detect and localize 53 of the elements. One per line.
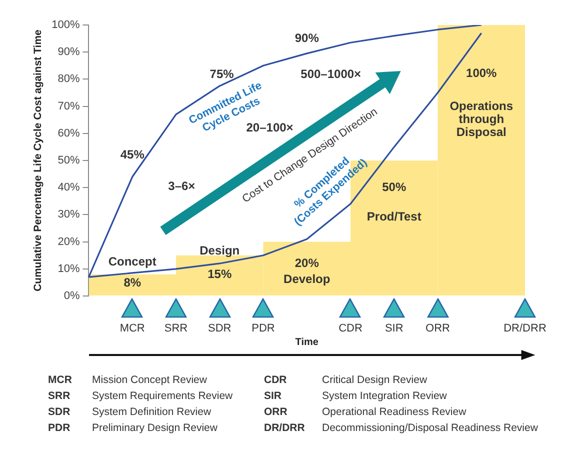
data-label: 15% [208,266,232,281]
data-label: 50% [382,180,406,194]
annotation: Prod/Test [366,210,422,224]
text: Preliminary Design Review [92,422,218,434]
x-tick-label: SDR [208,322,232,335]
data-label: 20% [294,256,320,270]
text: DR/DRR [264,422,306,434]
y-tick-label: 40% [58,182,80,194]
data-label: 100% [466,66,498,80]
y-tick-label: 0% [64,290,80,302]
x-tick-label: PDR [252,322,275,335]
text: Decommissioning/Disposal Readiness Review [322,422,538,434]
y-axis-title: Cumulative Percentage Life Cycle Cost against Time [32,29,44,292]
text: System Definition Review [92,406,212,418]
y-tick-label: 100% [52,19,80,32]
text: MCR [48,374,73,386]
x-tick-label: ORR [426,322,450,335]
y-tick-label: 70% [58,100,80,112]
annotation: 45% [120,147,145,162]
annotation: 500–1000× [300,67,362,82]
annotation: Operations through Disposal [450,99,514,140]
y-tick-label: 20% [58,236,80,248]
x-tick-label: SIR [384,322,404,335]
annotation: 90% [294,30,320,45]
y-tick-label: 50% [58,154,80,167]
annotation: 75% [210,67,234,82]
annotation: Develop [284,272,330,286]
x-tick-label: SRR [164,322,188,335]
text: Mission Concept Review [92,374,208,386]
y-tick-label: 60% [58,127,80,140]
y-tick-label: 30% [58,208,80,221]
x-tick-label: CDR [338,322,362,335]
text: System Requirements Review [92,390,234,402]
text: PDR [48,422,72,434]
y-tick-label: 90% [58,46,80,58]
annotation: Concept [108,254,156,268]
y-tick-label: 80% [58,73,80,86]
text: System Integration Review [322,390,448,402]
text: Critical Design Review [322,374,428,386]
data-label: 8% [124,275,142,290]
annotation: 20–100× [246,120,294,134]
annotation: 3–6× [168,178,196,193]
text: SRR [48,390,72,402]
text: SDR [48,406,72,418]
text: SIR [264,390,283,402]
text: CDR [264,374,288,386]
text: Operational Readiness Review [322,406,468,418]
x-tick-label: DR/DRR [504,322,546,335]
x-axis-title: Time [295,336,319,348]
y-tick-label: 10% [58,262,80,275]
text: ORR [264,406,288,418]
annotation: Design [200,244,240,258]
x-tick-label: MCR [120,322,145,335]
